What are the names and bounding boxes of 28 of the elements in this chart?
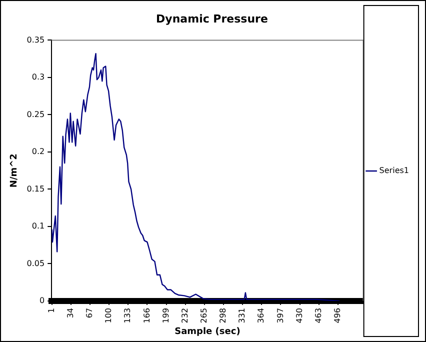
y-tick-label: 0.1 (32, 222, 45, 231)
y-axis-title: N/m^2 (10, 154, 20, 188)
y-tick-label: 0.3 (32, 72, 45, 82)
x-tick-label: 67 (85, 308, 94, 318)
x-tick-label: 463 (314, 308, 323, 324)
y-tick-label: 0.25 (26, 110, 45, 119)
x-tick-label: 331 (238, 308, 247, 324)
x-tick-label: 199 (161, 308, 170, 324)
x-tick-label: 265 (200, 308, 209, 324)
x-tick-label: 397 (276, 308, 285, 324)
chart-title: Dynamic Pressure (156, 12, 268, 26)
x-tick-label: 496 (332, 308, 342, 324)
x-tick-label: 364 (256, 308, 266, 324)
x-tick-label: 100 (104, 308, 114, 324)
x-tick-label: 298 (218, 308, 228, 324)
x-tick-label: 430 (294, 308, 304, 324)
y-tick-label: 0.05 (26, 258, 45, 268)
x-axis-title: Sample (sec) (174, 326, 240, 337)
y-tick-label: 0.2 (32, 147, 45, 156)
x-tick-label: 133 (123, 308, 132, 324)
y-tick-label: 0.35 (26, 35, 45, 44)
x-tick-label: 34 (66, 308, 76, 318)
legend-label: Series1 (379, 166, 410, 176)
x-tick-label: 166 (142, 308, 152, 324)
y-tick-label: 0 (40, 296, 45, 306)
y-tick-label: 0.15 (26, 184, 45, 194)
x-tick-label: 1 (46, 308, 56, 314)
x-tick-label: 232 (180, 308, 190, 324)
